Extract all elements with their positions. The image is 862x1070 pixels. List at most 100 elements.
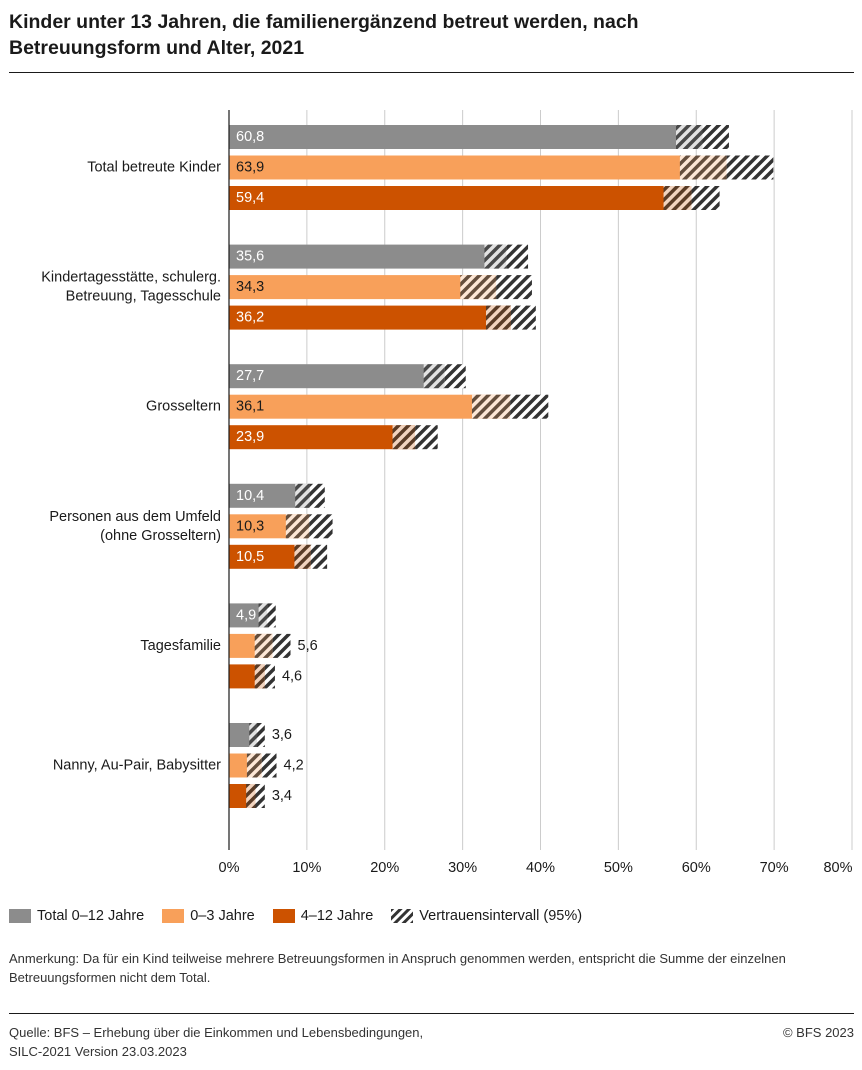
x-tick-label: 60% <box>682 860 711 876</box>
ci-lower <box>258 603 268 628</box>
data-label: 36,2 <box>236 310 264 326</box>
data-label: 4,6 <box>282 668 302 684</box>
source-divider <box>9 1013 854 1014</box>
data-label: 3,4 <box>272 788 292 804</box>
ci-lower <box>471 394 511 419</box>
ci-upper <box>272 633 291 658</box>
x-tick-label: 50% <box>604 860 633 876</box>
legend-label-total: Total 0–12 Jahre <box>37 908 145 924</box>
ci-lower <box>285 514 310 539</box>
bar <box>229 364 445 389</box>
category-label: Tagesfamilie <box>140 638 221 654</box>
ci-upper <box>726 155 774 180</box>
category-label: Kindertagesstätte, schulerg. <box>41 270 221 286</box>
ci-lower <box>246 784 256 808</box>
ci-lower <box>485 305 511 330</box>
ci-upper <box>309 514 333 539</box>
data-label: 10,3 <box>236 518 264 534</box>
chart-title-line-2: Betreuungsform und Alter, 2021 <box>9 37 305 59</box>
data-label: 60,8 <box>236 129 264 145</box>
legend-item-total: Total 0–12 Jahre <box>9 908 144 924</box>
data-label: 3,6 <box>272 727 292 743</box>
ci-upper <box>267 603 276 628</box>
category-label: (ohne Grosseltern) <box>100 528 221 544</box>
category-label: Grosseltern <box>146 399 221 415</box>
data-label: 23,9 <box>236 429 264 445</box>
category-label: Personen aus dem Umfeld <box>49 509 221 525</box>
legend-label-ci: Vertrauensintervall (95%) <box>419 908 583 924</box>
ci-lower <box>484 244 507 269</box>
category-label: Betreuung, Tagesschule <box>66 289 221 305</box>
ci-upper <box>510 394 549 419</box>
ci-upper <box>415 425 438 450</box>
source-line-2: SILC-2021 Version 23.03.2023 <box>9 1044 187 1059</box>
chart-title-line-1: Kinder unter 13 Jahren, die familienergä… <box>9 11 639 33</box>
legend-swatch-total <box>9 909 31 923</box>
category-label: Nanny, Au-Pair, Babysitter <box>53 758 221 774</box>
ci-lower <box>676 125 703 149</box>
ci-upper <box>496 275 532 300</box>
x-tick-label: 30% <box>448 860 477 876</box>
bar <box>229 305 511 330</box>
data-label: 5,6 <box>298 638 318 654</box>
ci-upper <box>257 723 265 747</box>
legend-label-0-3: 0–3 Jahre <box>190 908 255 924</box>
ci-lower <box>423 364 445 389</box>
legend-label-4-12: 4–12 Jahre <box>300 908 374 924</box>
bar <box>229 244 507 269</box>
data-label: 63,9 <box>236 160 264 176</box>
data-label: 10,4 <box>236 488 264 504</box>
ci-lower <box>295 483 310 508</box>
ci-upper <box>444 364 466 389</box>
ci-upper <box>309 483 325 508</box>
legend-swatch-4-12 <box>272 909 295 923</box>
ci-upper <box>506 244 529 269</box>
bar <box>229 275 497 300</box>
legend-swatch-ci <box>391 909 414 923</box>
title-divider <box>9 72 854 73</box>
legend-item-4-12: 4–12 Jahre <box>272 908 374 924</box>
data-label: 10,5 <box>236 549 264 565</box>
bar <box>229 186 692 210</box>
data-label: 4,2 <box>284 758 304 774</box>
x-tick-label: 20% <box>370 860 399 876</box>
ci-lower <box>254 664 265 689</box>
ci-lower <box>460 275 497 300</box>
data-label: 34,3 <box>236 279 264 295</box>
ci-lower <box>254 633 273 658</box>
ci-lower <box>246 753 262 778</box>
x-tick-label: 40% <box>526 860 555 876</box>
data-label: 36,1 <box>236 399 264 415</box>
category-label: Total betreute Kinder <box>87 160 221 176</box>
ci-upper <box>510 305 536 330</box>
x-tick-label: 10% <box>292 860 321 876</box>
legend-item-ci: Vertrauensintervall (95%) <box>391 908 582 924</box>
ci-lower <box>294 544 311 569</box>
bar <box>229 125 703 149</box>
copyright: © BFS 2023 <box>782 1025 854 1040</box>
data-label: 35,6 <box>236 249 264 265</box>
ci-lower <box>249 723 258 747</box>
x-tick-label: 0% <box>219 860 240 876</box>
chart-title: Kinder unter 13 Jahren, die familienergä… <box>9 9 849 61</box>
source-line-1: Quelle: BFS – Erhebung über die Einkomme… <box>9 1025 424 1040</box>
legend: Total 0–12 Jahre 0–3 Jahre 4–12 Jahre Ve… <box>9 906 600 926</box>
legend-item-0-3: 0–3 Jahre <box>162 908 255 924</box>
data-label: 59,4 <box>236 190 264 206</box>
ci-upper <box>691 186 720 210</box>
legend-swatch-0-3 <box>162 909 185 923</box>
ci-upper <box>261 753 277 778</box>
bar <box>229 425 416 450</box>
ci-upper <box>255 784 265 808</box>
ci-upper <box>702 125 729 149</box>
x-tick-label: 70% <box>760 860 789 876</box>
ci-lower <box>392 425 416 450</box>
x-tick-label: 80% <box>823 860 852 876</box>
source: Quelle: BFS – Erhebung über die Einkomme… <box>9 1023 423 1061</box>
bar <box>229 155 727 180</box>
ci-lower <box>663 186 692 210</box>
footnote: Anmerkung: Da für ein Kind teilweise meh… <box>9 951 786 985</box>
data-label: 27,7 <box>236 368 264 384</box>
ci-lower <box>679 155 727 180</box>
ci-upper <box>264 664 275 689</box>
